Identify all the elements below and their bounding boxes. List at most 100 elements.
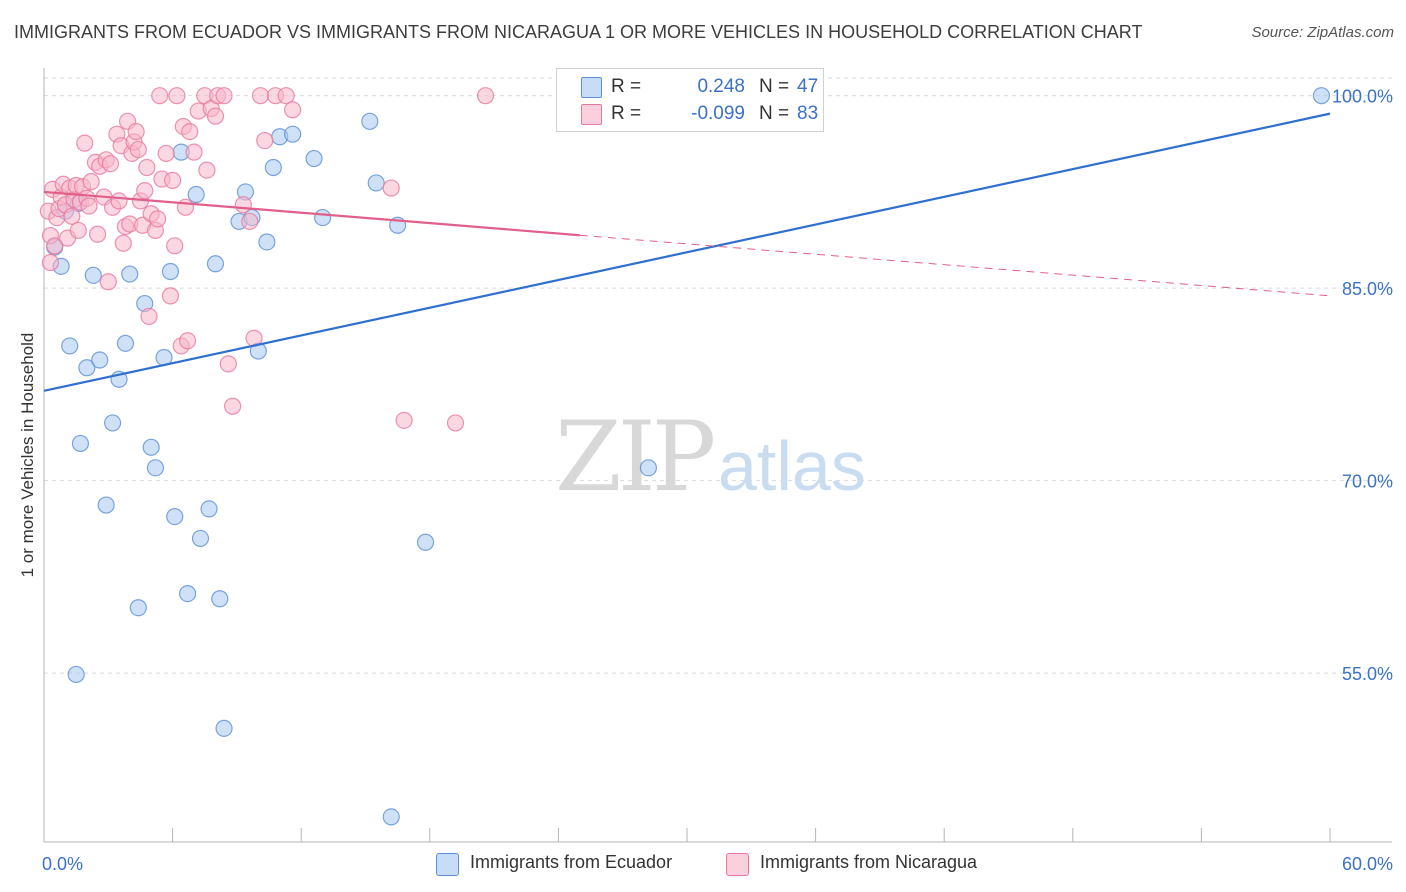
ecuador-point: [305, 149, 323, 168]
ecuador-legend-swatch: [436, 853, 459, 876]
legend-label-nicaragua: Immigrants from Nicaragua: [760, 852, 978, 872]
y-tick-label: 55.0%: [1342, 664, 1393, 684]
ecuador-point: [67, 665, 85, 684]
nicaragua-point: [99, 273, 117, 291]
ecuador-point: [179, 584, 197, 603]
nicaragua-point: [179, 332, 197, 350]
watermark-zip: ZIP: [555, 401, 714, 513]
ecuador-point: [639, 459, 658, 477]
x-tick-label: 60.0%: [1342, 854, 1393, 874]
legend-r-value: -0.099: [691, 103, 745, 124]
nicaragua-point: [277, 87, 295, 105]
nicaragua-point: [41, 253, 60, 272]
nicaragua-point: [161, 287, 180, 305]
ecuador-point: [121, 265, 139, 283]
nicaragua-point: [148, 210, 167, 228]
ecuador-point: [187, 185, 205, 204]
nicaragua-point: [234, 196, 252, 214]
ecuador-point: [161, 262, 180, 281]
nicaragua-point: [127, 123, 145, 141]
ecuador-point: [84, 266, 102, 284]
nicaragua-point: [206, 107, 225, 125]
ecuador-point: [129, 599, 147, 617]
nicaragua-point: [80, 197, 98, 215]
ecuador-point: [361, 112, 379, 130]
nicaragua-point: [251, 87, 270, 105]
ecuador-swatch: [581, 77, 602, 98]
nicaragua-point: [166, 237, 184, 255]
nicaragua-point: [284, 101, 302, 119]
ecuador-point: [97, 496, 115, 514]
ecuador-point: [211, 590, 229, 608]
nicaragua-point: [241, 212, 259, 231]
nicaragua-swatch: [581, 104, 602, 125]
trend-line-extension: [579, 234, 1331, 297]
ecuador-point: [258, 233, 276, 251]
nicaragua-point: [224, 397, 242, 415]
nicaragua-point: [476, 87, 495, 105]
y-axis-label: 1 or more Vehicles in Household: [18, 332, 37, 578]
ecuador-point: [1312, 87, 1331, 105]
ecuador-point: [284, 125, 302, 143]
nicaragua-point: [63, 207, 81, 225]
nicaragua-point: [129, 140, 147, 159]
watermark-atlas: atlas: [718, 427, 866, 505]
legend-r-label: R =: [611, 103, 642, 124]
ecuador-point: [200, 500, 218, 518]
nicaragua-point: [140, 307, 158, 325]
nicaragua-point: [82, 173, 100, 191]
nicaragua-point: [114, 234, 132, 252]
legend-n-value: 83: [797, 103, 819, 124]
y-tick-label: 85.0%: [1342, 279, 1393, 299]
nicaragua-point: [136, 182, 154, 200]
ecuador-point: [71, 434, 90, 453]
y-tick-label: 70.0%: [1342, 472, 1393, 492]
ecuador-point: [264, 158, 282, 177]
nicaragua-point: [181, 123, 199, 141]
ecuador-point: [416, 533, 435, 551]
ecuador-point: [91, 351, 109, 369]
legend-r-value: 0.248: [697, 76, 745, 97]
ecuador-point: [382, 808, 400, 826]
ecuador-point: [142, 438, 160, 456]
y-tick-label: 100.0%: [1332, 87, 1393, 107]
chart-title: IMMIGRANTS FROM ECUADOR VS IMMIGRANTS FR…: [14, 22, 1143, 42]
legend-n-label: N =: [759, 103, 790, 124]
nicaragua-point: [256, 131, 274, 150]
nicaragua-point: [110, 192, 128, 210]
trend-line-ecuador: [43, 112, 1331, 392]
series-nicaragua: [39, 87, 495, 432]
nicaragua-point: [168, 87, 186, 105]
ecuador-point: [206, 255, 225, 273]
nicaragua-point: [138, 158, 156, 177]
trend-line-nicaragua: [43, 190, 580, 237]
legend-r-label: R =: [611, 76, 642, 97]
source-label: Source: ZipAtlas.com: [1251, 24, 1394, 41]
nicaragua-legend-swatch: [726, 853, 749, 876]
legend-n-label: N =: [759, 76, 790, 97]
ecuador-point: [191, 529, 210, 548]
nicaragua-point: [46, 237, 64, 255]
nicaragua-point: [164, 171, 182, 189]
legend-label-ecuador: Immigrants from Ecuador: [470, 852, 673, 872]
nicaragua-point: [101, 155, 120, 173]
nicaragua-point: [157, 144, 175, 163]
legend-n-value: 47: [797, 76, 819, 97]
ecuador-point: [146, 459, 165, 477]
nicaragua-point: [446, 414, 465, 432]
ecuador-point: [61, 337, 79, 355]
nicaragua-point: [76, 134, 94, 152]
ecuador-point: [367, 174, 385, 192]
nicaragua-point: [176, 198, 195, 216]
ecuador-point: [78, 359, 96, 377]
nicaragua-point: [382, 179, 400, 197]
stats-legend: R = 0.248 N = 47 R = -0.099 N = 83: [556, 68, 824, 132]
nicaragua-point: [151, 87, 169, 105]
nicaragua-point: [198, 161, 216, 179]
ecuador-point: [116, 334, 135, 352]
nicaragua-point: [88, 225, 107, 243]
ecuador-point: [314, 208, 332, 227]
ecuador-point: [166, 507, 184, 526]
nicaragua-point: [215, 87, 233, 105]
